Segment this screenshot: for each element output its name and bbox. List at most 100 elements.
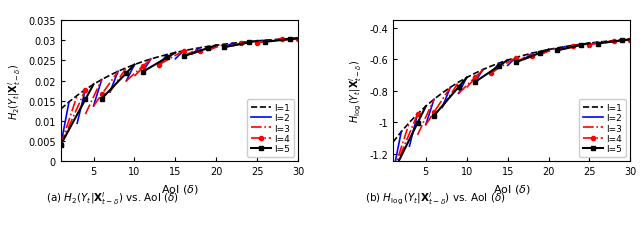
l=3 xyxy=(545,51,552,53)
l=5 xyxy=(430,115,438,118)
l=3 xyxy=(237,43,244,46)
l=2 xyxy=(471,81,479,84)
l=4 xyxy=(262,41,269,44)
l=1 xyxy=(180,50,188,53)
l=4 xyxy=(147,58,155,61)
l=4 xyxy=(594,43,602,46)
l=4 xyxy=(397,152,405,155)
l=5 xyxy=(98,98,106,100)
l=3 xyxy=(610,41,618,44)
l=1 xyxy=(627,39,634,41)
l=3 xyxy=(269,39,277,42)
l=5 xyxy=(438,105,446,108)
l=3 xyxy=(106,91,114,94)
l=3 xyxy=(602,41,610,43)
l=5 xyxy=(229,45,237,48)
l=4 xyxy=(221,46,228,49)
l=5 xyxy=(155,61,163,64)
l=5 xyxy=(577,44,585,47)
l=2 xyxy=(65,101,73,104)
l=4 xyxy=(618,40,626,43)
l=3 xyxy=(430,98,438,101)
l=1 xyxy=(594,42,602,44)
l=3 xyxy=(627,39,634,41)
l=2 xyxy=(422,124,429,127)
l=2 xyxy=(253,42,261,45)
l=4 xyxy=(545,49,552,52)
Line: l=2: l=2 xyxy=(61,39,298,145)
l=2 xyxy=(286,39,294,42)
l=2 xyxy=(536,54,544,57)
l=3 xyxy=(262,40,269,43)
l=5 xyxy=(504,59,511,62)
l=5 xyxy=(196,50,204,53)
l=5 xyxy=(212,45,220,47)
l=1 xyxy=(488,65,495,68)
l=3 xyxy=(479,69,487,72)
Line: l=3: l=3 xyxy=(61,39,298,145)
l=2 xyxy=(512,57,520,60)
l=4 xyxy=(471,77,479,79)
l=3 xyxy=(471,78,479,80)
l=5 xyxy=(139,71,147,74)
l=2 xyxy=(155,64,163,67)
l=1 xyxy=(237,42,244,45)
l=5 xyxy=(610,41,618,44)
l=2 xyxy=(163,54,171,57)
l=4 xyxy=(90,105,97,108)
l=3 xyxy=(520,57,528,60)
l=2 xyxy=(172,58,179,61)
l=3 xyxy=(253,42,261,45)
l=2 xyxy=(74,122,81,125)
l=2 xyxy=(269,40,277,43)
l=3 xyxy=(397,146,405,149)
l=2 xyxy=(221,46,228,49)
l=4 xyxy=(627,39,634,42)
l=3 xyxy=(504,59,511,62)
l=1 xyxy=(212,45,220,47)
l=1 xyxy=(131,64,138,67)
l=2 xyxy=(586,44,593,47)
l=3 xyxy=(57,144,65,146)
l=5 xyxy=(389,171,397,174)
l=4 xyxy=(512,57,520,60)
l=4 xyxy=(438,99,446,102)
l=3 xyxy=(294,38,302,40)
l=5 xyxy=(586,43,593,45)
l=1 xyxy=(221,44,228,46)
l=4 xyxy=(610,40,618,43)
l=4 xyxy=(180,50,188,53)
l=2 xyxy=(569,47,577,49)
l=1 xyxy=(106,74,114,77)
l=2 xyxy=(479,69,487,72)
l=1 xyxy=(610,40,618,43)
l=5 xyxy=(74,114,81,116)
l=2 xyxy=(106,91,114,94)
l=4 xyxy=(245,41,253,44)
l=4 xyxy=(229,45,237,47)
l=4 xyxy=(188,53,196,56)
Legend: l=1, l=2, l=3, l=4, l=5: l=1, l=2, l=3, l=4, l=5 xyxy=(579,100,626,157)
l=1 xyxy=(163,54,171,57)
l=3 xyxy=(286,39,294,41)
l=4 xyxy=(155,64,163,67)
l=3 xyxy=(536,54,544,57)
l=3 xyxy=(618,40,626,43)
l=3 xyxy=(438,106,446,109)
l=3 xyxy=(245,41,253,44)
l=1 xyxy=(430,98,438,101)
Line: l=1: l=1 xyxy=(61,39,298,109)
l=2 xyxy=(529,52,536,55)
l=3 xyxy=(163,58,171,61)
l=2 xyxy=(131,64,138,67)
l=1 xyxy=(81,89,89,91)
Line: l=1: l=1 xyxy=(393,40,630,143)
l=4 xyxy=(278,39,285,41)
l=3 xyxy=(389,171,397,174)
Y-axis label: $H_2(Y_t|\mathbf{X}^l_{t-\delta})$: $H_2(Y_t|\mathbf{X}^l_{t-\delta})$ xyxy=(6,63,22,119)
l=3 xyxy=(212,47,220,49)
l=5 xyxy=(131,64,138,67)
l=3 xyxy=(81,113,89,116)
l=4 xyxy=(212,45,220,47)
l=4 xyxy=(406,133,413,135)
